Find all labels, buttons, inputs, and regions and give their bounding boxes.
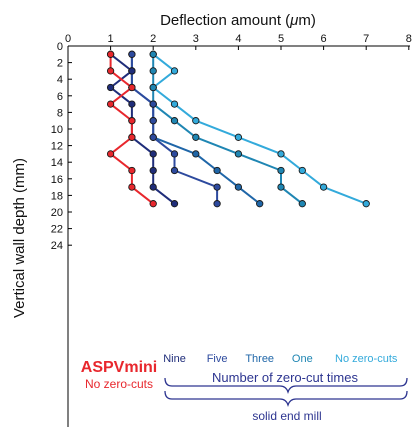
data-point	[106, 67, 115, 75]
series-labels: Nine Five Three One No zero-cuts	[163, 353, 398, 365]
data-point	[277, 166, 285, 175]
y-tick-label: 18	[51, 190, 63, 202]
data-point	[170, 67, 179, 75]
series-line-three	[130, 54, 261, 205]
data-point	[149, 50, 157, 58]
data-point	[170, 166, 179, 175]
data-point	[128, 117, 136, 125]
x-tick-label: 0	[65, 33, 71, 45]
y-tick-label: 16	[51, 174, 63, 186]
x-tick-label: 1	[108, 33, 114, 45]
data-point	[149, 183, 157, 191]
x-tick-label: 6	[321, 33, 327, 45]
data-point	[149, 133, 157, 141]
data-point	[170, 117, 179, 125]
data-point	[192, 150, 200, 158]
series-line-one	[152, 54, 303, 205]
zero-cut-brace	[164, 377, 408, 395]
data-point	[128, 166, 136, 175]
y-tick-label: 12	[51, 141, 63, 153]
data-point	[128, 133, 136, 141]
axes-frame	[67, 45, 410, 427]
data-point	[298, 166, 306, 175]
data-point	[149, 83, 157, 92]
data-point	[213, 183, 221, 191]
data-point	[213, 166, 221, 175]
x-tick-label: 4	[235, 33, 241, 45]
zero-cut-label: Number of zero-cut times	[212, 370, 358, 385]
data-point	[170, 150, 179, 158]
series-line-aspvmini	[109, 54, 154, 205]
data-point	[234, 150, 243, 158]
data-point	[319, 183, 328, 191]
x-axis-title: Deflection amount (μm)	[160, 12, 316, 29]
series-line-five	[130, 54, 219, 204]
data-point	[106, 83, 115, 92]
data-point	[298, 200, 306, 208]
series-label: No zero-cuts	[335, 353, 398, 365]
data-point	[170, 100, 179, 108]
series-line-no-zero-cuts	[152, 53, 367, 205]
data-point	[106, 50, 115, 58]
aspv-subtitle: No zero-cuts	[85, 377, 153, 391]
x-tick-label: 3	[193, 33, 199, 45]
data-point	[106, 150, 115, 158]
x-ticks: 0 1 2 3 4 5 6 7 8	[65, 33, 412, 50]
data-point	[192, 117, 200, 125]
data-point	[362, 200, 370, 208]
y-tick-label: 14	[51, 157, 63, 169]
y-tick-label: 20	[51, 207, 63, 219]
x-tick-label: 2	[150, 33, 156, 45]
end-mill-label: solid end mill	[252, 409, 321, 423]
x-tick-label: 7	[363, 33, 369, 45]
series-layer	[106, 50, 370, 208]
series-label: Three	[245, 353, 274, 365]
data-point	[149, 166, 157, 175]
data-point	[128, 100, 136, 108]
aspv-title: ASPVmini	[81, 359, 157, 376]
series-label: One	[292, 353, 313, 365]
y-tick-label: 24	[51, 240, 63, 252]
y-tick-label: 4	[57, 74, 63, 86]
y-tick-label: 10	[51, 124, 63, 136]
series-label: Five	[207, 353, 228, 365]
data-point	[149, 200, 157, 208]
x-tick-label: 5	[278, 33, 284, 45]
data-point	[149, 150, 157, 158]
data-point	[170, 200, 179, 208]
data-point	[234, 183, 243, 191]
y-tick-label: 0	[57, 41, 63, 53]
y-tick-label: 22	[51, 224, 63, 236]
end-mill-brace	[164, 390, 408, 408]
y-axis-title: Vertical wall depth (mm)	[11, 158, 28, 318]
y-tick-label: 2	[57, 58, 63, 70]
series-label: Nine	[163, 353, 186, 365]
data-point	[128, 83, 136, 92]
data-point	[128, 67, 136, 75]
series-line-nine	[109, 53, 176, 205]
data-point	[277, 150, 285, 158]
data-point	[149, 67, 157, 75]
data-point	[128, 50, 136, 58]
data-point	[149, 117, 157, 125]
data-point	[256, 200, 264, 208]
data-point	[234, 133, 243, 141]
data-point	[128, 183, 136, 191]
y-tick-label: 6	[57, 91, 63, 103]
y-tick-label: 8	[57, 107, 63, 119]
x-tick-label: 8	[406, 33, 412, 45]
data-point	[192, 133, 200, 141]
data-point	[149, 100, 157, 108]
data-point	[277, 183, 285, 191]
data-point	[213, 200, 221, 208]
data-point	[106, 100, 115, 108]
